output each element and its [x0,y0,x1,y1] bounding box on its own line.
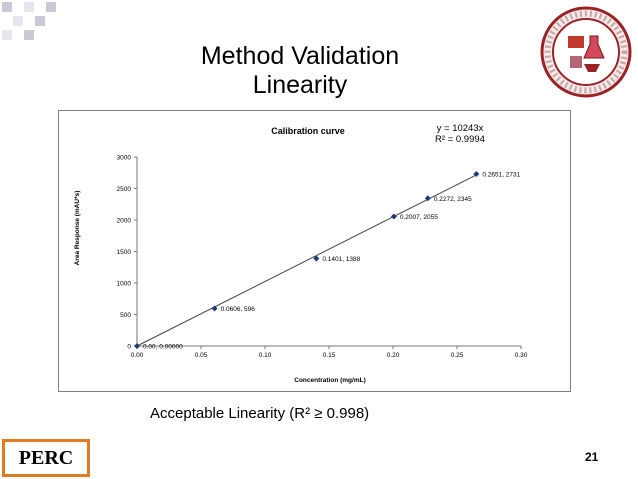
data-point-marker [390,213,397,220]
checker-square [46,2,56,12]
data-point-marker [424,195,431,202]
slide-title-line1: Method Validation [200,42,400,70]
y-tick-label: 3000 [117,155,132,162]
y-tick-label: 2500 [117,186,132,193]
x-tick-label: 0.00 [131,352,144,359]
chart-axes: 0 500 1000 1500 2000 2500 3000 0.00 0.05 0.10 0.15… [117,155,528,360]
data-point-marker [313,255,320,262]
slide-title-line2: Linearity [252,71,348,99]
y-tick-label: 500 [120,312,131,319]
perc-logo-text: PERC [18,446,74,469]
chart-title: Calibration curve [271,126,345,136]
checker-square [24,2,34,12]
x-axis-label: Concentration (mg/mL) [294,377,366,384]
x-tick-label: 0.25 [451,352,464,359]
data-point-marker [134,343,140,349]
checker-square [13,16,23,26]
data-point-marker [211,305,218,312]
y-axis-label: Area Response (mAU*s) [74,191,81,266]
data-point-marker [473,170,480,177]
x-tick-label: 0.30 [515,352,528,359]
x-tick-label: 0.15 [323,352,336,359]
trendline-r-squared: R² = 0.9994 [435,134,485,145]
y-tick-label: 2000 [117,218,132,225]
trendline-line [136,174,477,347]
chart-frame [58,110,571,392]
x-tick-label: 0.10 [259,352,272,359]
perc-logo: PERC [2,439,90,477]
university-seal-icon [540,6,632,98]
slide-title: Method Validation Linearity [150,42,450,100]
data-point-label: 0.2007, 2055 [400,214,438,221]
data-point-label: 0.2651, 2731 [482,171,520,178]
x-tick-label: 0.20 [387,352,400,359]
checker-square [2,2,12,12]
y-tick-label: 1500 [117,249,132,256]
checker-decoration [2,2,56,40]
checker-square [35,16,45,26]
data-point-label: 0.0606, 596 [221,306,256,313]
x-tick-label: 0.05 [195,352,208,359]
checker-square [24,30,34,40]
trendline [136,174,477,347]
data-point-label: 0.00, 0.00000 [143,344,183,351]
trendline-equation: y = 10243x [437,123,484,134]
slide-number: 21 [585,450,599,464]
checker-square [2,30,12,40]
linearity-criterion: Acceptable Linearity (R² ≥ 0.998) [150,405,370,422]
data-point-label: 0.2272, 2345 [434,196,472,203]
data-point-label: 0.1401, 1388 [322,256,360,263]
data-points: 0.00, 0.00000 0.0606, 596 0.1401, 1388 0.20… [134,170,521,351]
calibration-chart: Calibration curve y = 10243x R² = 0.9994… [74,123,528,384]
y-tick-label: 1000 [117,281,132,288]
y-tick-label: 0 [127,344,131,351]
